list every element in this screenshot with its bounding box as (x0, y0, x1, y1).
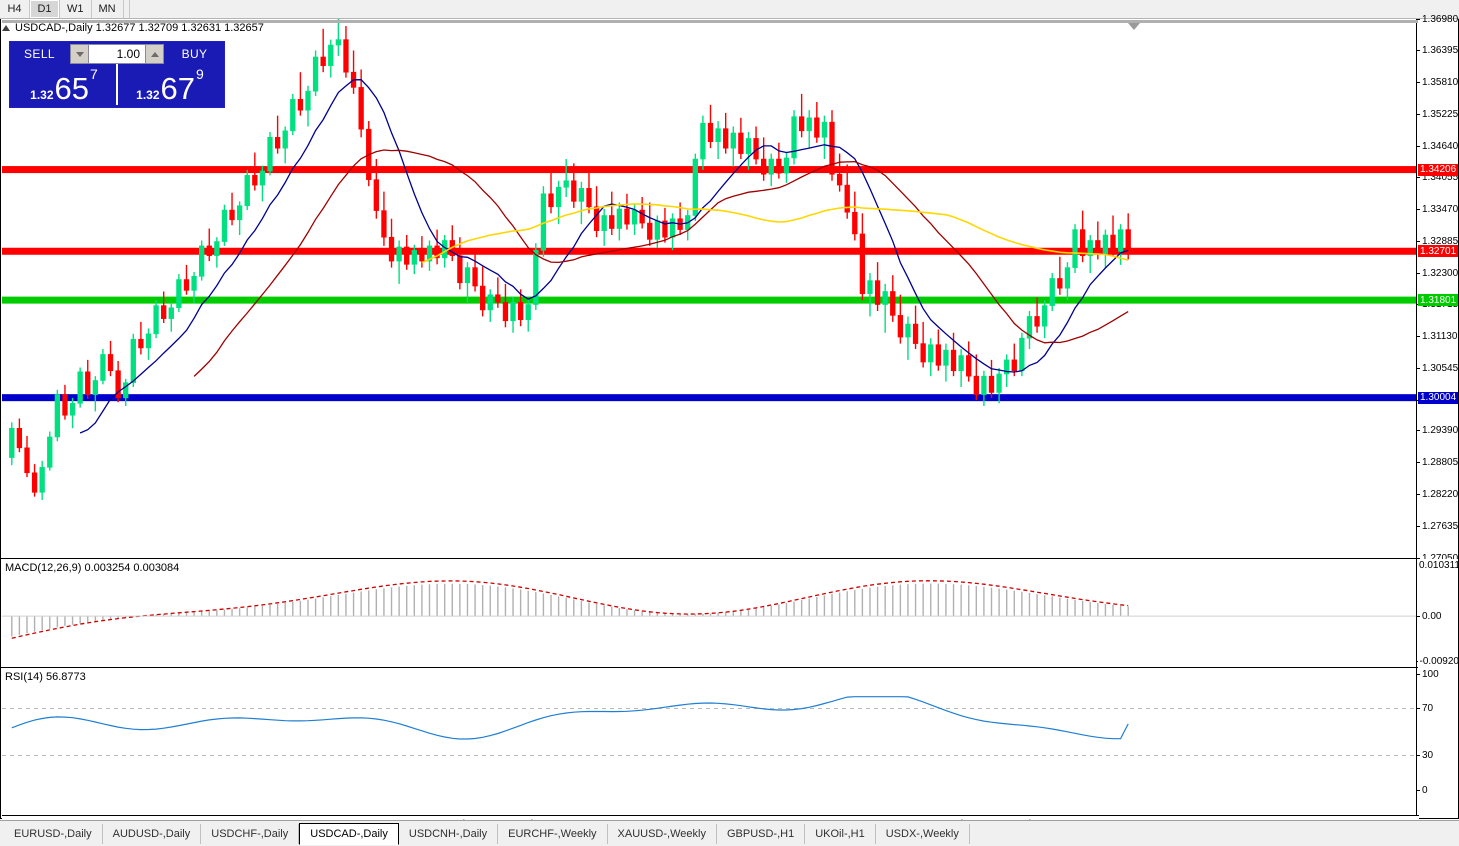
buy-price-fraction: 9 (196, 66, 204, 82)
timeframe-d1[interactable]: D1 (30, 0, 60, 18)
volume-increase-button[interactable] (145, 45, 163, 63)
rsi-tick: 0 (1417, 785, 1459, 797)
price-tick: 1.27635 (1417, 520, 1459, 532)
toolbar-separator (124, 0, 130, 18)
price-tick: 1.28805 (1417, 457, 1459, 469)
buy-price-prefix: 1.32 (136, 88, 160, 102)
one-click-trading-panel[interactable]: SELL 1.00 BUY 1.32 65 7 1.32 67 9 (9, 41, 225, 108)
price-level-tag[interactable]: 1.30004 (1418, 391, 1459, 404)
macd-signal-line (11, 580, 1129, 639)
price-tick: 1.32300 (1417, 267, 1459, 279)
symbol-tab-audusddaily[interactable]: AUDUSD-,Daily (103, 823, 202, 844)
sell-button[interactable]: 1.32 65 7 (12, 64, 116, 105)
sell-price-prefix: 1.32 (30, 88, 54, 102)
price-tick: 1.29390 (1417, 425, 1459, 437)
price-tick: 1.35810 (1417, 77, 1459, 89)
volume-input[interactable]: 1.00 (116, 47, 140, 61)
price-tick: 1.28220 (1417, 488, 1459, 500)
rsi-tick: 100 (1417, 668, 1459, 680)
price-scale[interactable]: 1.36980 1.36395 1.35810 1.35225 1.34640 1.340… (1416, 14, 1459, 564)
rsi-pane[interactable] (2, 668, 1418, 796)
volume-decrease-button[interactable] (71, 45, 89, 63)
price-tick: 1.36980 (1417, 13, 1459, 25)
buy-price-pips: 67 (160, 71, 196, 106)
sell-price-fraction: 7 (90, 66, 98, 82)
pane-divider-macd (1, 558, 1418, 559)
pane-divider-rsi (1, 667, 1418, 668)
price-tick: 1.30545 (1417, 362, 1459, 374)
price-level-tag[interactable]: 1.31801 (1418, 294, 1459, 307)
price-tick: 1.32885 (1417, 235, 1459, 247)
moving-average-line (193, 149, 1129, 377)
timeframe-mn[interactable]: MN (92, 0, 124, 18)
price-pane[interactable] (2, 19, 1418, 558)
timeframe-h4[interactable]: H4 (0, 0, 30, 18)
symbol-tab-usdxweekly[interactable]: USDX-,Weekly (876, 823, 970, 844)
symbol-tab-usdchfdaily[interactable]: USDCHF-,Daily (201, 823, 300, 844)
rsi-line (11, 696, 1129, 740)
sell-label: SELL (24, 47, 55, 61)
symbol-ohlc-text: USDCAD-,Daily 1.32677 1.32709 1.32631 1.… (15, 22, 264, 34)
rsi-tick: 30 (1417, 750, 1459, 762)
triangle-up-icon (2, 25, 10, 31)
symbol-tab-usdcnhdaily[interactable]: USDCNH-,Daily (399, 823, 499, 844)
price-level-tag[interactable]: 1.34206 (1418, 163, 1459, 176)
symbol-tab-ukoilh1[interactable]: UKOil-,H1 (805, 823, 876, 844)
symbol-tab-xauusdweekly[interactable]: XAUUSD-,Weekly (608, 823, 717, 844)
price-tick: 1.34055 (1417, 172, 1459, 184)
rsi-scale: 100 70 30 0 (1416, 668, 1458, 815)
timeframe-w1[interactable]: W1 (60, 0, 92, 18)
buy-button[interactable]: 1.32 67 9 (116, 64, 222, 105)
price-tick: 1.36395 (1417, 45, 1459, 57)
symbol-tab-usdcaddaily[interactable]: USDCAD-,Daily (299, 822, 399, 845)
price-tick: 1.33470 (1417, 204, 1459, 216)
price-tick: 1.35225 (1417, 108, 1459, 120)
volume-stepper[interactable]: 1.00 (70, 44, 164, 64)
macd-scale: 0.010311 0.00 -0.00920 (1416, 559, 1459, 667)
price-tick: 1.31130 (1417, 331, 1459, 343)
macd-histogram (11, 583, 1129, 637)
support-line-blue[interactable] (2, 394, 1418, 402)
sell-price-pips: 65 (54, 71, 90, 106)
symbol-tab-eurchfweekly[interactable]: EURCHF-,Weekly (498, 823, 608, 844)
candle-series (9, 19, 1131, 500)
chart-shift-marker[interactable] (1128, 23, 1140, 30)
macd-plot[interactable] (2, 559, 1418, 667)
moving-average-line (79, 79, 1129, 434)
resistance-line-2[interactable] (2, 247, 1418, 255)
price-tick: 1.27050 (1417, 552, 1459, 564)
rsi-indicator-label: RSI(14) 56.8773 (5, 671, 86, 683)
macd-indicator-label: MACD(12,26,9) 0.003254 0.003084 (5, 562, 180, 574)
rsi-plot[interactable] (2, 668, 1418, 796)
symbol-header: USDCAD-,Daily 1.32677 1.32709 1.32631 1.… (2, 21, 264, 35)
support-line-green[interactable] (2, 296, 1418, 304)
symbol-tab-eurusddaily[interactable]: EURUSD-,Daily (4, 823, 103, 844)
resistance-line-1[interactable] (2, 166, 1418, 174)
symbol-tab-bar[interactable]: EURUSD-,Daily AUDUSD-,Daily USDCHF-,Daily U… (0, 820, 1459, 846)
macd-pane[interactable] (2, 559, 1418, 667)
candlestick-plot[interactable] (2, 19, 1418, 558)
symbol-tab-gbpusdh1[interactable]: GBPUSD-,H1 (717, 823, 806, 844)
macd-tick: 0.00 (1417, 610, 1459, 622)
price-level-tag[interactable]: 1.32701 (1418, 245, 1459, 258)
timeframe-toolbar: H4 D1 W1 MN (0, 0, 1459, 19)
macd-tick: -0.00920 (1417, 655, 1459, 667)
chevron-down-icon (75, 51, 84, 57)
chart-top-rule (2, 20, 1418, 23)
price-tick: 1.34640 (1417, 140, 1459, 152)
moving-average-line (421, 203, 1129, 264)
macd-tick: 0.010311 (1419, 559, 1459, 571)
chart-window[interactable]: 1.36980 1.36395 1.35810 1.35225 1.34640 1.340… (0, 14, 1459, 837)
rsi-tick: 70 (1417, 702, 1459, 714)
buy-label: BUY (181, 47, 208, 61)
chevron-up-icon (150, 51, 159, 57)
